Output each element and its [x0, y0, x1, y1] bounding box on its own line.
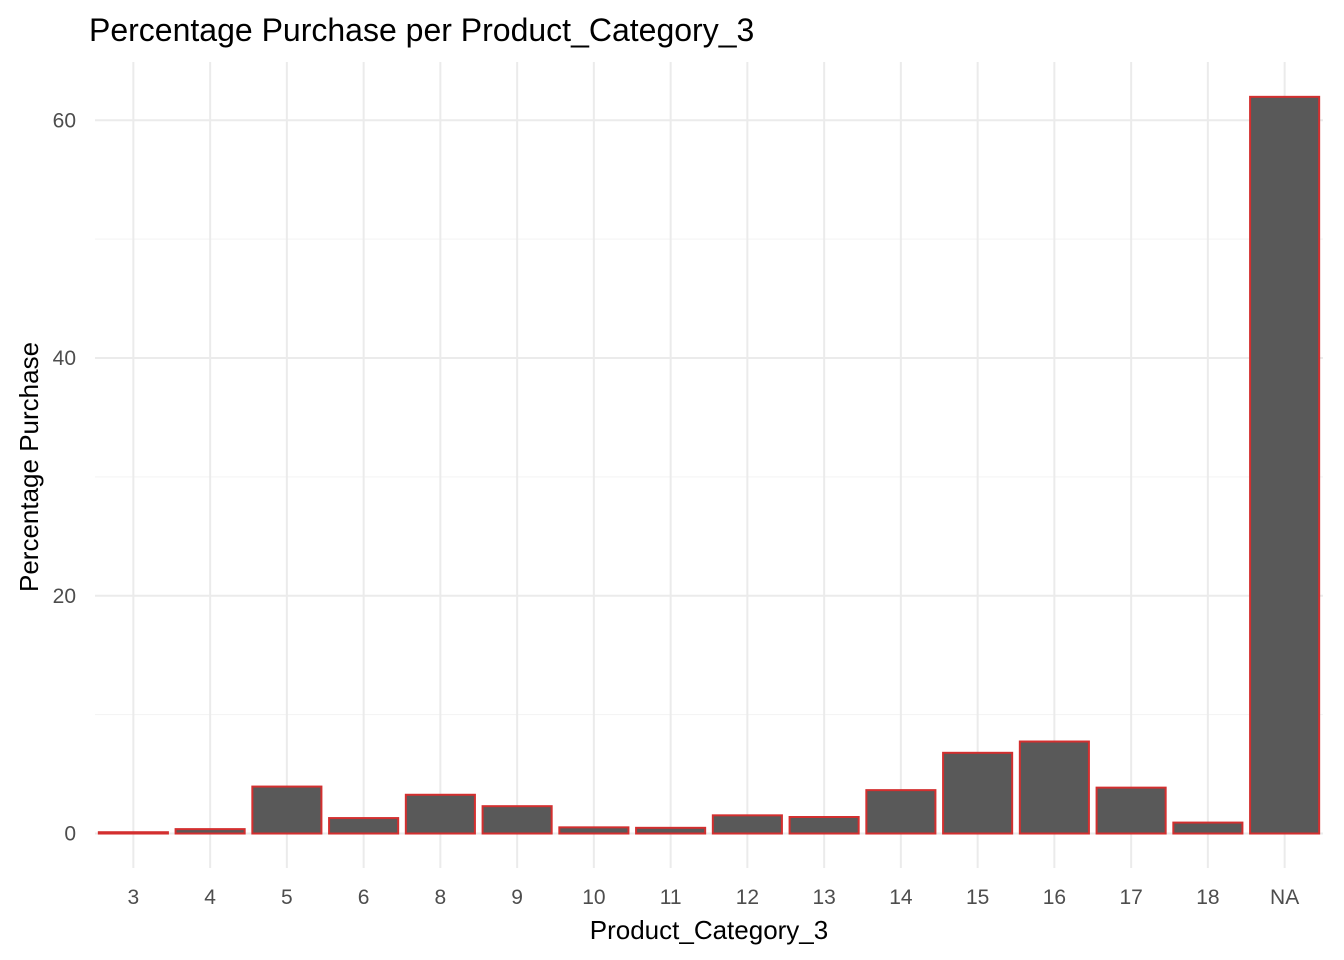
bar-11: [635, 826, 707, 835]
bars: [97, 95, 1321, 835]
y-tick-label: 20: [53, 585, 76, 608]
y-tick-label: 0: [64, 823, 76, 846]
bar-8: [404, 793, 476, 835]
x-tick-label: 13: [812, 886, 835, 909]
x-tick-label: 5: [281, 886, 293, 909]
y-tick-label: 40: [53, 347, 76, 370]
x-axis-tick-labels: 3 4 5 6 8 9 10 11 12 13 14 15 16 17 18 NA: [128, 886, 1300, 909]
bar-NA: [1249, 95, 1321, 835]
bar-13: [788, 816, 860, 835]
bar-16: [1018, 740, 1090, 835]
x-tick-label: 11: [660, 886, 682, 909]
bar-9: [481, 805, 553, 835]
bar-10: [558, 826, 630, 835]
x-tick-label: 8: [435, 886, 447, 909]
x-tick-label: 14: [889, 886, 913, 909]
x-tick-label: 4: [204, 886, 216, 909]
x-tick-label: 12: [736, 886, 759, 909]
y-tick-label: 60: [53, 109, 76, 132]
x-tick-label: 3: [128, 886, 140, 909]
x-tick-label: 9: [511, 886, 523, 909]
x-tick-label: 16: [1043, 886, 1066, 909]
bar-15: [942, 751, 1014, 835]
bar-12: [711, 814, 783, 835]
grid-lines: [95, 62, 1323, 868]
bar-18: [1172, 821, 1244, 835]
x-tick-label: 15: [966, 886, 989, 909]
x-tick-label: 17: [1119, 886, 1142, 909]
bar-17: [1095, 786, 1167, 835]
bar-6: [328, 817, 400, 835]
bar-4: [174, 828, 246, 835]
x-axis-title: Product_Category_3: [590, 915, 828, 945]
x-tick-label: 6: [358, 886, 370, 909]
x-tick-label: 10: [582, 886, 605, 909]
bar-5: [251, 785, 323, 835]
x-tick-label: NA: [1270, 886, 1299, 909]
y-axis-tick-labels: 0 20 40 60: [53, 109, 76, 845]
bar-14: [865, 789, 937, 835]
y-axis-title: Percentage Purchase: [14, 342, 44, 592]
x-tick-label: 18: [1196, 886, 1219, 909]
chart-title: Percentage Purchase per Product_Category…: [89, 12, 754, 48]
bar-3: [97, 831, 169, 835]
